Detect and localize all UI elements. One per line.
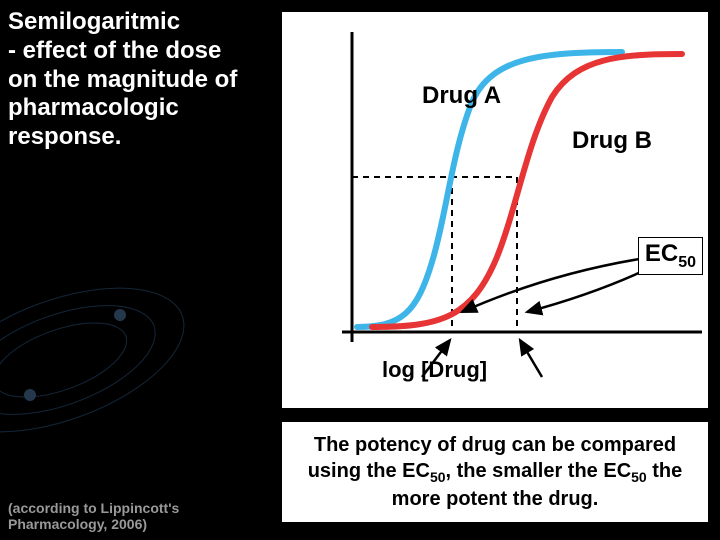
main-line1: Semilogaritmic: [8, 8, 180, 35]
citation-text: (according to Lippincott's Pharmacology,…: [8, 500, 179, 532]
ec50-sub: 50: [678, 254, 696, 271]
potency-sub1: 50: [430, 469, 446, 485]
potency-sub2: 50: [631, 469, 647, 485]
potency-part2: , the smaller the EC: [446, 460, 632, 482]
main-line2: - effect of the dose: [8, 37, 221, 64]
citation-line2: Pharmacology, 2006): [8, 516, 147, 532]
x-axis-label: log [Drug]: [382, 357, 487, 383]
main-line4: pharmacologic: [8, 94, 179, 121]
chart-svg: [322, 12, 712, 382]
main-line3: on the magnitude of: [8, 66, 237, 93]
potency-explanation-box: The potency of drug can be compared usin…: [280, 420, 710, 524]
main-line5: response.: [8, 123, 121, 150]
citation-line1: (according to Lippincott's: [8, 500, 179, 516]
dose-response-chart: Percentage of maximum effect Drug A Drug…: [280, 10, 710, 410]
decorative-orbits: [0, 220, 200, 500]
main-description: Semilogaritmic - effect of the dose on t…: [8, 8, 258, 152]
drug-a-label: Drug A: [422, 82, 501, 110]
ec50-text: EC: [645, 240, 678, 267]
potency-arrow-b: [520, 340, 542, 377]
drug-b-label: Drug B: [572, 127, 652, 155]
ec50-label: EC50: [638, 237, 703, 275]
